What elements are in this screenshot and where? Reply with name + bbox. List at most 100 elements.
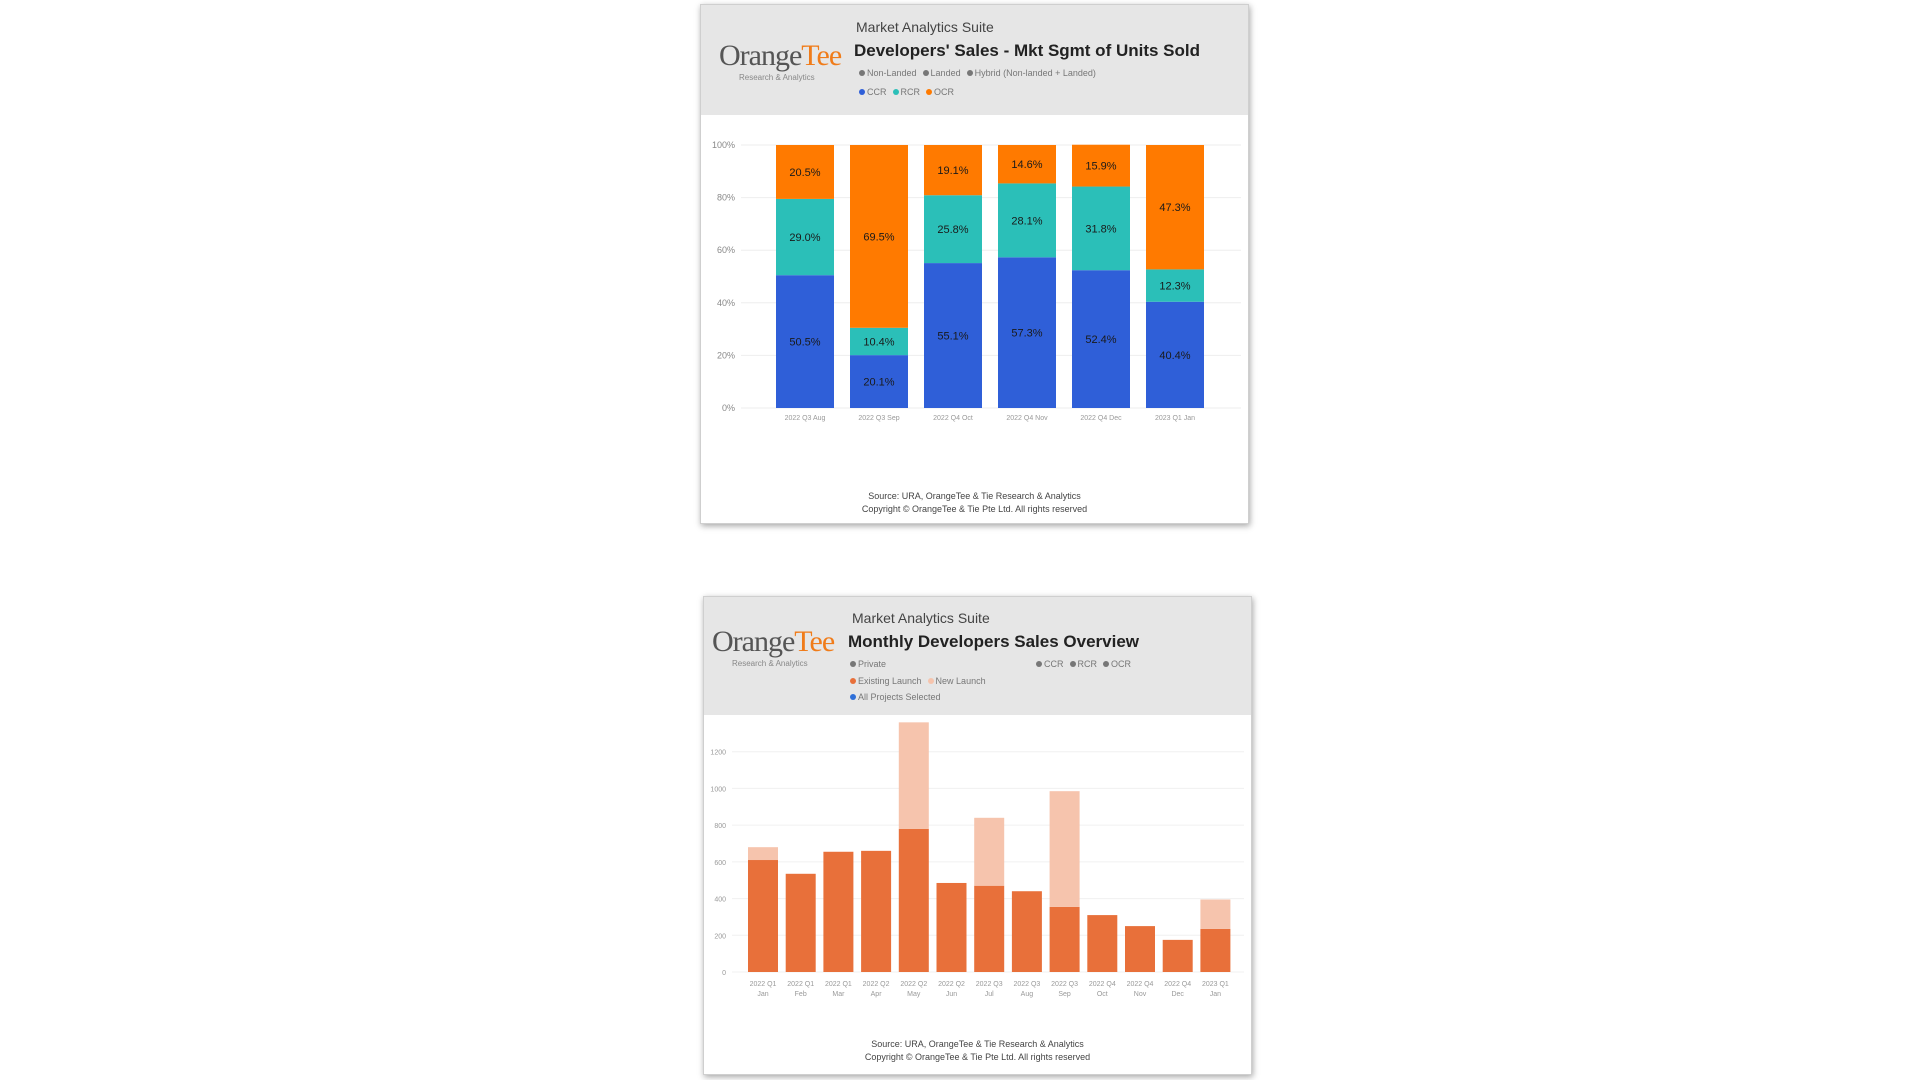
orangetee-logo: OrangeTee xyxy=(712,625,835,658)
legend-item[interactable]: Existing Launch xyxy=(850,676,922,686)
bar-segment-existing-launch xyxy=(823,851,854,972)
y-tick-label: 0 xyxy=(722,970,726,977)
legend-item[interactable]: OCR xyxy=(1103,659,1131,669)
legend-label: New Launch xyxy=(935,676,986,686)
data-label: 31.8% xyxy=(1085,223,1116,235)
copyright-note: Copyright © OrangeTee & Tie Pte Ltd. All… xyxy=(864,1052,1091,1062)
source-note: Source: URA, OrangeTee & Tie Research & … xyxy=(871,1039,1084,1049)
chart-title: Monthly Developers Sales Overview xyxy=(848,632,1140,651)
logo-subtitle: Research & Analytics xyxy=(732,659,808,668)
legend-label: Hybrid (Non-landed + Landed) xyxy=(974,68,1096,78)
data-label: 19.1% xyxy=(937,165,968,177)
market-segment-chart-panel: OrangeTee Research & Analytics Market An… xyxy=(700,4,1249,524)
y-tick-label: 100% xyxy=(712,140,735,150)
x-tick-label-month: May xyxy=(907,991,921,998)
legend-item[interactable]: All Projects Selected xyxy=(850,692,941,702)
bar-segment-rcr xyxy=(924,195,982,264)
legend-item[interactable]: RCR xyxy=(892,87,921,97)
x-tick-label-month: Oct xyxy=(1097,991,1108,998)
data-label: 52.4% xyxy=(1085,334,1116,346)
legend-dot-icon xyxy=(1069,661,1076,667)
legend-label: Landed xyxy=(930,68,961,78)
y-tick-label: 1200 xyxy=(710,750,726,757)
x-tick-label: 2022 Q4 Dec xyxy=(1080,415,1122,422)
legend-label: CCR xyxy=(867,87,887,97)
x-tick-label-quarter: 2022 Q4 xyxy=(1089,981,1116,988)
bar-segment-ccr xyxy=(924,263,982,408)
data-label: 14.6% xyxy=(1011,159,1042,171)
legend-item[interactable]: Hybrid (Non-landed + Landed) xyxy=(966,68,1096,78)
bar-segment-ccr xyxy=(776,275,834,408)
x-tick-label-quarter: 2022 Q3 xyxy=(1051,981,1078,988)
segment-type-legend: Non-Landed Landed Hybrid (Non-landed + Lan… xyxy=(859,68,1096,78)
legend-item[interactable]: Non-Landed xyxy=(859,68,917,78)
data-label: 55.1% xyxy=(937,331,968,343)
x-tick-label: 2022 Q3 Sep xyxy=(858,415,899,422)
chart-title: Developers' Sales - Mkt Sgmt of Units So… xyxy=(854,41,1201,60)
bar-segment-existing-launch xyxy=(974,885,1005,972)
x-tick-label-month: Nov xyxy=(1134,991,1147,998)
property-type-legend: Private xyxy=(850,659,886,669)
bar-segment-new-launch xyxy=(748,847,778,861)
data-label: 28.1% xyxy=(1011,215,1042,227)
x-tick-label-month: Jun xyxy=(946,991,957,998)
legend-item[interactable]: New Launch xyxy=(927,676,986,686)
legend-dot-icon xyxy=(926,89,932,95)
bar-segment-existing-launch xyxy=(1011,891,1042,972)
bar-segment-existing-launch xyxy=(898,828,929,972)
copyright-note: Copyright © OrangeTee & Tie Pte Ltd. All… xyxy=(861,504,1088,514)
y-tick-label: 1000 xyxy=(710,786,726,793)
project-selection-legend: All Projects Selected xyxy=(850,692,941,702)
bar-segment-existing-launch xyxy=(861,850,892,972)
x-tick-label-month: Jul xyxy=(985,991,994,998)
x-tick-label-quarter: 2022 Q1 xyxy=(787,981,814,988)
data-label: 40.4% xyxy=(1159,350,1190,362)
bar-segment-new-launch xyxy=(974,817,1005,886)
bar-segment-ocr xyxy=(776,145,834,199)
suite-name: Market Analytics Suite xyxy=(856,19,994,35)
x-tick-label-quarter: 2022 Q2 xyxy=(863,981,890,988)
legend-item[interactable]: OCR xyxy=(926,87,954,97)
legend-dot-icon xyxy=(850,678,856,684)
x-tick-label-quarter: 2022 Q3 xyxy=(976,981,1003,988)
legend-label: Existing Launch xyxy=(858,676,922,686)
legend-item[interactable]: CCR xyxy=(859,87,887,97)
bar-segment-rcr xyxy=(1072,186,1130,271)
bar-segment-ocr xyxy=(998,145,1056,184)
x-tick-label-month: Dec xyxy=(1171,991,1184,998)
y-tick-label: 400 xyxy=(714,897,726,904)
legend-item[interactable]: Private xyxy=(850,659,886,669)
x-tick-label-quarter: 2022 Q3 xyxy=(1013,981,1040,988)
x-tick-label-quarter: 2022 Q4 xyxy=(1164,981,1191,988)
y-tick-label: 800 xyxy=(714,823,726,830)
x-tick-label-quarter: 2022 Q4 xyxy=(1127,981,1154,988)
legend-label: All Projects Selected xyxy=(858,692,941,702)
bar-segment-existing-launch xyxy=(1200,928,1231,972)
y-tick-label: 40% xyxy=(717,298,735,308)
bar-segment-ocr xyxy=(1146,145,1204,270)
legend-label: CCR xyxy=(1044,659,1064,669)
bar-segment-existing-launch xyxy=(1162,939,1193,972)
bar-segment-rcr xyxy=(1146,269,1204,302)
legend-label: RCR xyxy=(900,87,921,97)
legend-item[interactable]: CCR xyxy=(1036,659,1064,669)
bar-segment-ocr xyxy=(924,145,982,196)
region-legend: CCR RCR OCR xyxy=(859,87,954,97)
monthly-sales-bar-chart: 0 200 400 600 800 1000 1200 2022 Q1 Jan 2022 Q1 Fe… xyxy=(710,722,1244,998)
x-tick-label-month: Aug xyxy=(1021,991,1034,998)
bar-segment-existing-launch xyxy=(1087,915,1118,972)
bar-segment-ccr xyxy=(1146,301,1204,408)
legend-dot-icon xyxy=(892,89,899,95)
bar-segment-ccr xyxy=(998,257,1056,408)
launch-type-legend: Existing Launch New Launch xyxy=(850,676,986,686)
y-tick-label: 60% xyxy=(717,245,735,255)
x-tick-label-quarter: 2022 Q2 xyxy=(938,981,965,988)
data-label: 20.5% xyxy=(789,167,820,179)
bar-segment-ocr xyxy=(1072,144,1130,187)
legend-item[interactable]: RCR xyxy=(1069,659,1098,669)
legend-label: RCR xyxy=(1077,659,1098,669)
monthly-sales-chart-panel: OrangeTee Research & Analytics Market An… xyxy=(703,596,1252,1075)
bar-segment-existing-launch xyxy=(936,882,967,972)
x-tick-label-quarter: 2022 Q1 xyxy=(750,981,777,988)
legend-item[interactable]: Landed xyxy=(922,68,961,78)
